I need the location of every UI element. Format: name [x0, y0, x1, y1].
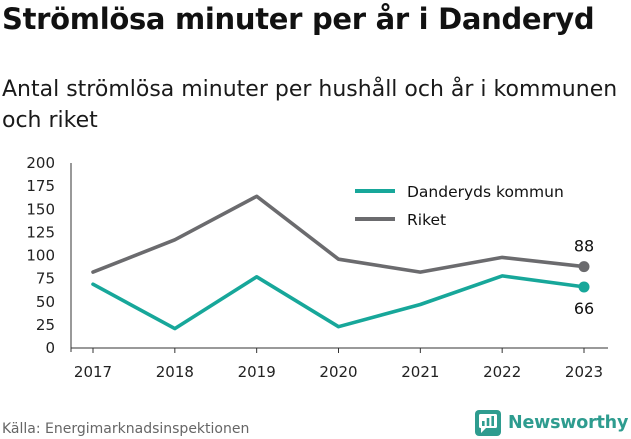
x-tick-label: 2018 — [156, 363, 194, 381]
x-tick-label: 2020 — [319, 363, 357, 381]
legend: Danderyds kommun Riket — [346, 177, 596, 235]
series-line-riket — [91, 194, 586, 274]
brand-name: Newsworthy — [508, 413, 629, 433]
x-tick-label: 2021 — [401, 363, 439, 381]
series-line-danderyd — [91, 274, 586, 331]
y-tick-label: 125 — [26, 223, 55, 241]
end-marker-danderyd — [578, 281, 590, 293]
chart-subtitle: Antal strömlösa minuter per hushåll och … — [2, 77, 618, 133]
page-title: Strömlösa minuter per år i Danderyd — [2, 2, 595, 36]
y-tick-label: 100 — [26, 247, 55, 265]
legend-label-danderyd: Danderyds kommun — [407, 183, 564, 201]
y-tick-label: 50 — [36, 293, 55, 311]
line-chart: 0 25 50 75 100 125 150 175 200 2017 2018 2019 2020 20… — [26, 154, 608, 381]
y-tick-label: 25 — [36, 316, 55, 334]
x-tick-label: 2023 — [565, 363, 603, 381]
newsworthy-logo-icon — [475, 410, 501, 436]
source-note: Källa: Energimarknadsinspektionen — [2, 421, 250, 437]
end-marker-riket — [578, 261, 590, 273]
y-tick-label: 75 — [36, 270, 55, 288]
y-tick-label: 200 — [26, 154, 55, 172]
x-tick-label: 2022 — [483, 363, 521, 381]
y-tick-label: 150 — [26, 200, 55, 218]
x-tick-label: 2017 — [74, 363, 112, 381]
legend-box — [346, 177, 596, 235]
data-label-riket: 88 — [574, 237, 594, 256]
axes: 0 25 50 75 100 125 150 175 200 2017 2018 2019 2020 20… — [26, 154, 608, 381]
series-lines: 66 88 — [91, 194, 594, 331]
legend-label-riket: Riket — [407, 211, 446, 229]
data-label-danderyd: 66 — [574, 299, 594, 318]
brand-logo[interactable]: Newsworthy — [475, 408, 628, 438]
x-tick-label: 2019 — [238, 363, 276, 381]
y-tick-label: 175 — [26, 177, 55, 195]
y-tick-label: 0 — [45, 339, 55, 357]
